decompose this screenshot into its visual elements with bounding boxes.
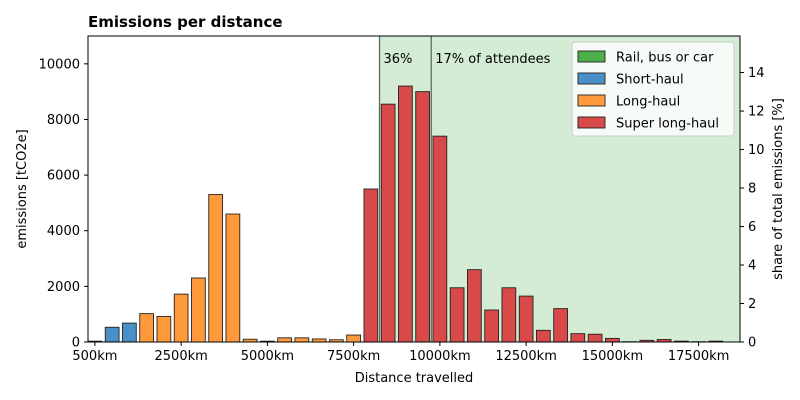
legend-swatch: [577, 72, 606, 85]
bar: [587, 333, 603, 343]
y-right-tick-label: 0: [748, 336, 756, 351]
legend-swatch: [577, 94, 606, 107]
y-tick-label: 0: [72, 336, 80, 351]
x-tick-label: 500km: [72, 349, 117, 364]
legend-label: Long-haul: [616, 95, 680, 110]
x-tick-label: 12500km: [495, 349, 557, 364]
chart-title: Emissions per distance: [88, 13, 283, 31]
annotation-label: 36%: [384, 52, 413, 67]
bar: [449, 287, 465, 343]
bar: [191, 277, 206, 343]
bar: [346, 334, 361, 343]
x-tick-label: 7500km: [327, 349, 380, 364]
y-tick-label: 2000: [47, 280, 80, 295]
legend-swatch: [577, 50, 606, 63]
legend-box: [571, 41, 735, 137]
legend-label: Rail, bus or car: [616, 51, 714, 66]
bar: [139, 313, 154, 343]
x-axis-ticks: 500km 2500km 5000km 7500km 10000km 12500km 150…: [72, 342, 729, 364]
annotation-label: 17% of attendees: [435, 52, 550, 67]
bar: [277, 337, 292, 343]
legend-label: Short-haul: [616, 73, 684, 88]
bar: [605, 337, 620, 343]
bar: [536, 329, 551, 343]
annotations-group: 36% 17% of attendees: [384, 52, 551, 67]
y-right-tick-label: 12: [748, 105, 765, 120]
x-tick-label: 2500km: [155, 349, 208, 364]
plot-frame: [87, 35, 741, 343]
y-right-tick-label: 6: [748, 220, 756, 235]
bar: [398, 85, 413, 343]
bar: [156, 315, 172, 343]
x-tick-label: 10000km: [409, 349, 471, 364]
bar: [553, 308, 568, 343]
y-right-tick-label: 8: [748, 182, 756, 197]
bar: [467, 269, 482, 343]
bar: [518, 295, 534, 343]
bar: [380, 103, 396, 343]
bar: [225, 213, 241, 343]
y-tick-label: 4000: [47, 224, 80, 239]
legend: Rail, bus or car Short-haul Long-haul Super…: [571, 41, 735, 137]
y-axis-right-ticks: 0 2 4 6 8 10 12 14: [740, 66, 765, 351]
bar: [484, 309, 499, 343]
y-axis-ticks: 0 2000 4000 6000 8000 10000: [39, 57, 88, 351]
bar: [363, 188, 379, 343]
y-tick-label: 10000: [39, 57, 80, 72]
y-right-tick-label: 2: [748, 297, 756, 312]
y-tick-label: 8000: [47, 113, 80, 128]
bar: [501, 287, 517, 343]
vertical-markers: [378, 36, 432, 342]
y-tick-label: 6000: [47, 169, 80, 184]
bar: [122, 322, 137, 343]
bar: [432, 135, 448, 343]
bar: [104, 326, 120, 343]
legend-swatch: [577, 116, 606, 129]
y-right-tick-label: 10: [748, 143, 765, 158]
x-tick-label: 15000km: [582, 349, 644, 364]
y-right-tick-label: 14: [748, 66, 765, 81]
bar: [415, 91, 430, 343]
y-right-tick-label: 4: [748, 259, 756, 274]
bar: [294, 337, 310, 343]
bar: [208, 194, 223, 343]
x-tick-label: 17500km: [668, 349, 730, 364]
bar: [173, 293, 189, 343]
x-tick-label: 5000km: [241, 349, 294, 364]
legend-label: Super long-haul: [616, 117, 719, 132]
bar: [570, 333, 586, 343]
y-axis-label: emissions [tCO2e]: [15, 129, 30, 248]
y-axis-right-label: share of total emissions [%]: [771, 98, 786, 280]
x-axis-label: Distance travelled: [355, 371, 474, 386]
